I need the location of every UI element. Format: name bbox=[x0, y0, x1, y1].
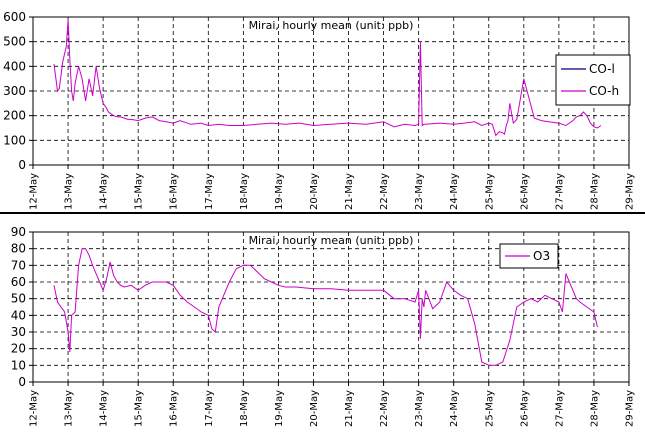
x-tick-label: 17-May bbox=[204, 390, 215, 427]
y-tick-label: 30 bbox=[11, 325, 26, 339]
x-tick-label: 25-May bbox=[484, 173, 495, 210]
o3-chart-panel: 0 10 20 30 40 50 60 70 80 90 12-May 13-May 14-May 15-… bbox=[0, 214, 645, 433]
y-tick-label: 40 bbox=[11, 308, 26, 322]
x-tick-label: 15-May bbox=[134, 173, 145, 210]
x-tick-label: 14-May bbox=[99, 173, 110, 210]
y-tick-label: 0 bbox=[18, 158, 26, 172]
series-line-o3 bbox=[53, 248, 598, 366]
o3-chart: 0 10 20 30 40 50 60 70 80 90 12-May 13-May 14-May 15-… bbox=[11, 225, 636, 427]
y-tick-label: 300 bbox=[3, 84, 26, 98]
x-tick-label: 27-May bbox=[554, 173, 565, 210]
co-chart-panel: 0 100 200 300 400 500 600 12-May 13-May 14-May 15-… bbox=[0, 0, 645, 212]
x-tick-label: 20-May bbox=[309, 390, 320, 427]
y-tick-label: 0 bbox=[18, 375, 26, 389]
co-chart: 0 100 200 300 400 500 600 12-May 13-May 14-May 15-… bbox=[3, 10, 636, 210]
y-tick-label: 80 bbox=[11, 242, 26, 256]
x-tick-label: 19-May bbox=[274, 173, 285, 210]
x-tick-label: 24-May bbox=[449, 390, 460, 427]
y-tick-label: 70 bbox=[11, 258, 26, 272]
x-tick-label: 14-May bbox=[99, 390, 110, 427]
x-tick-label: 12-May bbox=[29, 390, 40, 427]
x-tick-label: 19-May bbox=[274, 390, 285, 427]
y-tick-label: 400 bbox=[3, 59, 26, 73]
legend-box bbox=[555, 54, 631, 106]
y-tick-label: 600 bbox=[3, 10, 26, 24]
x-tick-label: 20-May bbox=[309, 173, 320, 210]
x-tick-label: 29-May bbox=[625, 390, 636, 427]
x-tick-label: 23-May bbox=[414, 173, 425, 210]
x-tick-label: 28-May bbox=[589, 390, 600, 427]
x-tick-label: 12-May bbox=[29, 173, 40, 210]
legend-label: O3 bbox=[533, 249, 550, 263]
y-tick-label: 500 bbox=[3, 35, 26, 49]
y-tick-label: 10 bbox=[11, 358, 26, 372]
chart-title: Mirai, hourly mean (unit: ppb) bbox=[249, 19, 414, 32]
x-tick-label: 21-May bbox=[344, 173, 355, 210]
x-tick-label: 16-May bbox=[169, 390, 180, 427]
x-tick-label: 21-May bbox=[344, 390, 355, 427]
x-tick-label: 17-May bbox=[204, 173, 215, 210]
series-line-co-h bbox=[53, 19, 602, 137]
x-tick-label: 28-May bbox=[589, 173, 600, 210]
y-tick-label: 90 bbox=[11, 225, 26, 239]
legend-label: CO-l bbox=[589, 62, 615, 76]
y-tick-label: 20 bbox=[11, 342, 26, 356]
x-tick-label: 22-May bbox=[379, 173, 390, 210]
x-tick-label: 15-May bbox=[134, 390, 145, 427]
y-tick-label: 60 bbox=[11, 275, 26, 289]
panel-divider bbox=[0, 212, 645, 214]
x-tick-label: 13-May bbox=[64, 173, 75, 210]
legend-label: CO-h bbox=[589, 84, 619, 98]
x-tick-label: 24-May bbox=[449, 173, 460, 210]
y-tick-label: 200 bbox=[3, 109, 26, 123]
x-tick-label: 27-May bbox=[554, 390, 565, 427]
y-tick-label: 50 bbox=[11, 292, 26, 306]
x-tick-label: 18-May bbox=[239, 390, 250, 427]
x-tick-label: 26-May bbox=[519, 173, 530, 210]
x-tick-label: 22-May bbox=[379, 390, 390, 427]
x-tick-label: 26-May bbox=[519, 390, 530, 427]
x-tick-label: 29-May bbox=[625, 173, 636, 210]
y-tick-label: 100 bbox=[3, 133, 26, 147]
x-tick-label: 16-May bbox=[169, 173, 180, 210]
x-tick-label: 23-May bbox=[414, 390, 425, 427]
chart-title: Mirai, hourly mean (unit: ppb) bbox=[249, 234, 414, 247]
x-tick-label: 25-May bbox=[484, 390, 495, 427]
x-tick-label: 18-May bbox=[239, 173, 250, 210]
x-tick-label: 13-May bbox=[64, 390, 75, 427]
